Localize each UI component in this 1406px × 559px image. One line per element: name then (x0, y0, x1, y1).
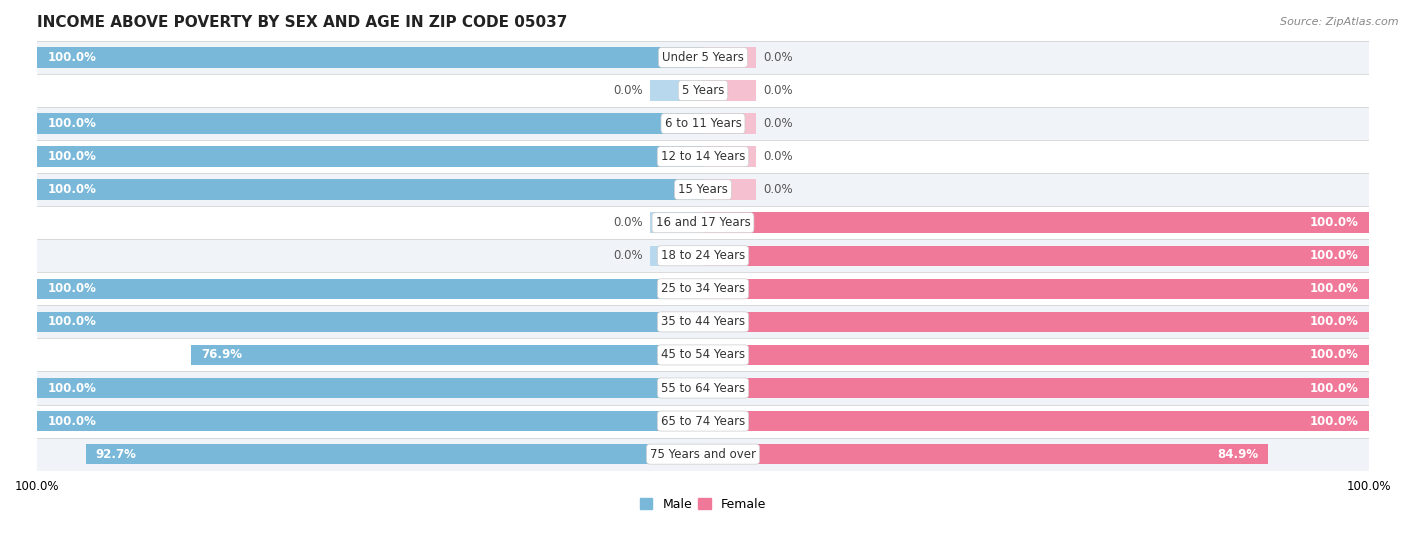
Text: 76.9%: 76.9% (201, 348, 242, 362)
Text: 92.7%: 92.7% (96, 448, 136, 461)
Text: 0.0%: 0.0% (613, 249, 643, 262)
Text: 18 to 24 Years: 18 to 24 Years (661, 249, 745, 262)
Bar (37, 173, 1369, 206)
Bar (703, 245, 1369, 266)
Text: 100.0%: 100.0% (48, 183, 96, 196)
Bar (37, 372, 1369, 405)
Text: 100.0%: 100.0% (1310, 415, 1358, 428)
Bar (703, 444, 1268, 465)
Text: 100.0%: 100.0% (1310, 216, 1358, 229)
Bar (37, 113, 703, 134)
Bar (703, 378, 1369, 398)
Text: 100.0%: 100.0% (48, 381, 96, 395)
Bar (703, 80, 756, 101)
Bar (37, 411, 703, 432)
Text: Under 5 Years: Under 5 Years (662, 51, 744, 64)
Bar (703, 47, 756, 68)
Bar (37, 305, 1369, 338)
Text: 55 to 64 Years: 55 to 64 Years (661, 381, 745, 395)
Bar (703, 311, 1369, 332)
Bar (703, 146, 756, 167)
Text: 0.0%: 0.0% (613, 216, 643, 229)
Text: 5 Years: 5 Years (682, 84, 724, 97)
Bar (37, 438, 1369, 471)
Legend: Male, Female: Male, Female (636, 493, 770, 516)
Bar (37, 338, 1369, 372)
Text: 100.0%: 100.0% (48, 315, 96, 328)
Text: 100.0%: 100.0% (48, 415, 96, 428)
Text: 12 to 14 Years: 12 to 14 Years (661, 150, 745, 163)
Text: 100.0%: 100.0% (48, 150, 96, 163)
Bar (37, 239, 1369, 272)
Text: 6 to 11 Years: 6 to 11 Years (665, 117, 741, 130)
Text: 100.0%: 100.0% (1310, 249, 1358, 262)
Bar (703, 113, 756, 134)
Text: 0.0%: 0.0% (763, 183, 793, 196)
Text: 100.0%: 100.0% (48, 51, 96, 64)
Text: 0.0%: 0.0% (613, 84, 643, 97)
Text: 15 Years: 15 Years (678, 183, 728, 196)
Text: 0.0%: 0.0% (763, 84, 793, 97)
Text: 100.0%: 100.0% (1310, 315, 1358, 328)
Text: 84.9%: 84.9% (1218, 448, 1258, 461)
Bar (37, 47, 703, 68)
Bar (703, 411, 1369, 432)
Text: 0.0%: 0.0% (763, 51, 793, 64)
Bar (37, 41, 1369, 74)
Text: Source: ZipAtlas.com: Source: ZipAtlas.com (1281, 17, 1399, 27)
Bar (86, 444, 703, 465)
Text: 100.0%: 100.0% (48, 282, 96, 295)
Text: 100.0%: 100.0% (48, 117, 96, 130)
Bar (37, 74, 1369, 107)
Text: 45 to 54 Years: 45 to 54 Years (661, 348, 745, 362)
Text: 35 to 44 Years: 35 to 44 Years (661, 315, 745, 328)
Bar (37, 278, 703, 299)
Bar (37, 179, 703, 200)
Text: 25 to 34 Years: 25 to 34 Years (661, 282, 745, 295)
Text: 100.0%: 100.0% (1310, 348, 1358, 362)
Bar (650, 80, 703, 101)
Bar (37, 140, 1369, 173)
Bar (37, 272, 1369, 305)
Text: 65 to 74 Years: 65 to 74 Years (661, 415, 745, 428)
Bar (37, 311, 703, 332)
Text: INCOME ABOVE POVERTY BY SEX AND AGE IN ZIP CODE 05037: INCOME ABOVE POVERTY BY SEX AND AGE IN Z… (37, 15, 568, 30)
Bar (650, 212, 703, 233)
Bar (191, 345, 703, 365)
Bar (37, 107, 1369, 140)
Bar (650, 245, 703, 266)
Text: 75 Years and over: 75 Years and over (650, 448, 756, 461)
Bar (703, 345, 1369, 365)
Bar (37, 405, 1369, 438)
Bar (703, 212, 1369, 233)
Text: 100.0%: 100.0% (1310, 381, 1358, 395)
Text: 0.0%: 0.0% (763, 117, 793, 130)
Text: 0.0%: 0.0% (763, 150, 793, 163)
Text: 16 and 17 Years: 16 and 17 Years (655, 216, 751, 229)
Text: 100.0%: 100.0% (1310, 282, 1358, 295)
Bar (703, 278, 1369, 299)
Bar (37, 378, 703, 398)
Bar (37, 206, 1369, 239)
Bar (703, 179, 756, 200)
Bar (37, 146, 703, 167)
